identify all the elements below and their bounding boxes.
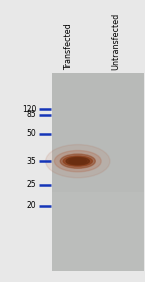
Text: 25: 25	[27, 180, 36, 189]
Bar	[52, 192, 144, 271]
Text: 50: 50	[27, 129, 36, 138]
Text: 120: 120	[22, 105, 36, 114]
Text: 35: 35	[27, 157, 36, 166]
Text: Transfected: Transfected	[64, 24, 73, 70]
Text: 85: 85	[27, 110, 36, 119]
Ellipse shape	[60, 154, 95, 168]
Ellipse shape	[66, 157, 89, 165]
Ellipse shape	[54, 151, 101, 172]
Ellipse shape	[46, 145, 110, 178]
Ellipse shape	[63, 156, 92, 166]
Text: 20: 20	[27, 201, 36, 210]
Text: Untransfected: Untransfected	[112, 13, 121, 70]
Bar	[52, 73, 144, 271]
Ellipse shape	[69, 158, 87, 164]
